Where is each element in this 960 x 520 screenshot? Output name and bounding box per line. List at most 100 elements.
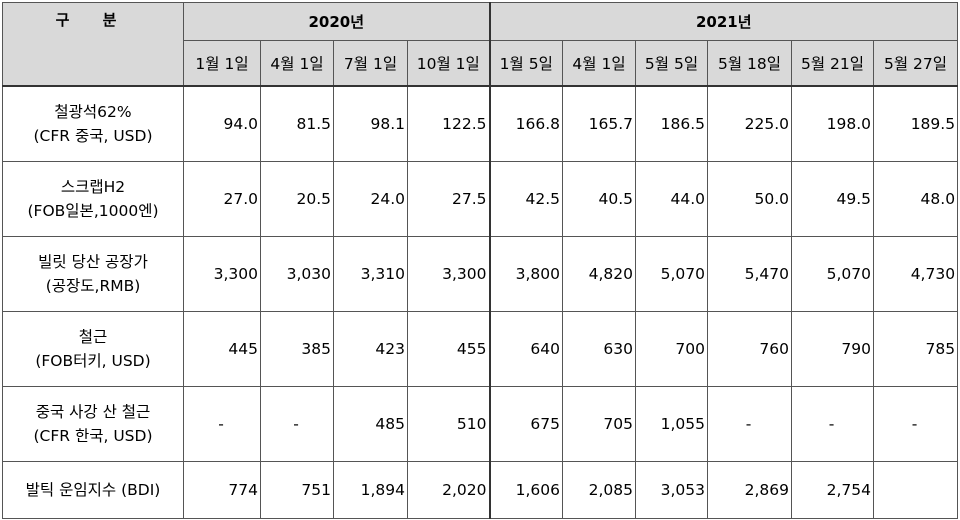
row-label: 빌릿 당산 공장가 (공장도,RMB)	[2, 236, 184, 312]
value-cell: 630	[562, 311, 636, 387]
value-cell: 385	[260, 311, 334, 387]
value-cell: 675	[488, 386, 563, 462]
value-cell: 3,310	[333, 236, 408, 312]
value-cell: -	[791, 386, 874, 462]
value-cell: 785	[872, 311, 959, 387]
date-header: 4월 1일	[260, 40, 334, 87]
value-cell: 81.5	[260, 85, 334, 162]
value-cell: 5,070	[635, 236, 708, 312]
row-label-unit: (CFR 중국, USD)	[33, 127, 153, 145]
value-cell: 27.5	[407, 161, 490, 237]
date-header: 5월 27일	[872, 40, 959, 87]
value-cell: 24.0	[333, 161, 408, 237]
value-cell: 2,020	[407, 461, 490, 519]
year-header-row: 구 분 2020년 2021년	[2, 2, 959, 87]
value-cell: 49.5	[791, 161, 874, 237]
date-header: 10월 1일	[407, 40, 490, 87]
value-cell: 3,300	[407, 236, 490, 312]
value-cell: 225.0	[707, 85, 792, 162]
date-header: 4월 1일	[562, 40, 636, 87]
value-cell: 1,606	[488, 461, 563, 519]
value-cell	[872, 461, 959, 519]
date-header: 5월 5일	[635, 40, 708, 87]
value-cell: 751	[260, 461, 334, 519]
value-cell: 445	[183, 311, 261, 387]
value-cell: 510	[407, 386, 490, 462]
value-cell: 2,869	[707, 461, 792, 519]
value-cell: -	[872, 386, 959, 462]
row-label-name: 빌릿 당산 공장가	[38, 253, 148, 271]
table-row: 중국 사강 산 철근 (CFR 한국, USD) - -485 510 675 705 1,0…	[2, 386, 959, 462]
value-cell: 122.5	[407, 85, 490, 162]
table-row: 철근 (FOB터키, USD) 445 385 423 455 640 630 700 760 79…	[2, 311, 959, 387]
value-cell: -	[183, 386, 261, 462]
value-cell: 3,300	[183, 236, 261, 312]
value-cell: 2,085	[562, 461, 636, 519]
row-label-name: 철광석62%	[54, 103, 132, 121]
value-cell: 165.7	[562, 85, 636, 162]
value-cell: 50.0	[707, 161, 792, 237]
value-cell: 94.0	[183, 85, 261, 162]
value-cell: 5,070	[791, 236, 874, 312]
table-body: 철광석62% (CFR 중국, USD) 94.0 81.5 98.1 122.5 166.…	[2, 85, 959, 519]
row-label: 철근 (FOB터키, USD)	[2, 311, 184, 387]
value-cell: 98.1	[333, 85, 408, 162]
value-cell: 40.5	[562, 161, 636, 237]
date-header-row: 1월 1일 4월 1일 7월 1일 10월 1일 1월 5일 4월 1일 5월 …	[3, 40, 959, 87]
value-cell: 5,470	[707, 236, 792, 312]
value-cell: 3,030	[260, 236, 334, 312]
value-cell: -	[707, 386, 792, 462]
value-cell: 4,820	[562, 236, 636, 312]
value-cell: 20.5	[260, 161, 334, 237]
value-cell: 198.0	[791, 85, 874, 162]
date-header: 1월 5일	[488, 40, 563, 87]
value-cell: 189.5	[872, 85, 959, 162]
date-header: 5월 21일	[791, 40, 874, 87]
table-row: 발틱 운임지수 (BDI) 774 751 1,894 2,020 1,606 2,085 3…	[2, 461, 959, 519]
date-header: 1월 1일	[183, 40, 261, 87]
value-cell: 455	[407, 311, 490, 387]
value-cell: 1,894	[333, 461, 408, 519]
row-label: 스크랩H2 (FOB일본,1000엔)	[2, 161, 184, 237]
row-label-name: 중국 사강 산 철근	[35, 403, 151, 421]
value-cell: 166.8	[488, 85, 563, 162]
row-label: 발틱 운임지수 (BDI)	[2, 461, 184, 519]
row-label-unit: (공장도,RMB)	[45, 277, 141, 295]
year-header-2021: 2021년	[488, 2, 959, 41]
date-header: 5월 18일	[707, 40, 792, 87]
table-row: 빌릿 당산 공장가 (공장도,RMB) 3,300 3,030 3,310 3,300 3,…	[2, 236, 959, 312]
row-label-name: 스크랩H2	[60, 178, 126, 196]
value-cell: 423	[333, 311, 408, 387]
value-cell: 2,754	[791, 461, 874, 519]
value-cell: -	[260, 386, 334, 462]
table-row: 스크랩H2 (FOB일본,1000엔) 27.0 20.5 24.0 27.5 42.5 40…	[2, 161, 959, 237]
row-label-name: 철근	[78, 328, 108, 346]
value-cell: 3,053	[635, 461, 708, 519]
value-cell: 48.0	[872, 161, 959, 237]
value-cell: 186.5	[635, 85, 708, 162]
value-cell: 27.0	[183, 161, 261, 237]
row-label: 중국 사강 산 철근 (CFR 한국, USD)	[2, 386, 184, 462]
value-cell: 4,730	[872, 236, 959, 312]
value-cell: 1,055	[635, 386, 708, 462]
value-cell: 3,800	[488, 236, 563, 312]
row-label-unit: (CFR 한국, USD)	[33, 427, 153, 445]
value-cell: 760	[707, 311, 792, 387]
category-header: 구 분	[2, 2, 184, 87]
row-label-unit: (FOB터키, USD)	[35, 352, 151, 370]
value-cell: 774	[183, 461, 261, 519]
year-header-2020: 2020년	[183, 2, 490, 41]
value-cell: 44.0	[635, 161, 708, 237]
value-cell: 700	[635, 311, 708, 387]
value-cell: 790	[791, 311, 874, 387]
value-cell: 705	[562, 386, 636, 462]
value-cell: 42.5	[488, 161, 563, 237]
row-label-unit: (FOB일본,1000엔)	[27, 202, 159, 220]
value-cell: 640	[488, 311, 563, 387]
row-label-name: 발틱 운임지수 (BDI)	[25, 481, 161, 499]
table-row: 철광석62% (CFR 중국, USD) 94.0 81.5 98.1 122.5 166.…	[2, 85, 959, 162]
date-header: 7월 1일	[333, 40, 408, 87]
value-cell: 485	[333, 386, 408, 462]
row-label: 철광석62% (CFR 중국, USD)	[2, 85, 184, 162]
